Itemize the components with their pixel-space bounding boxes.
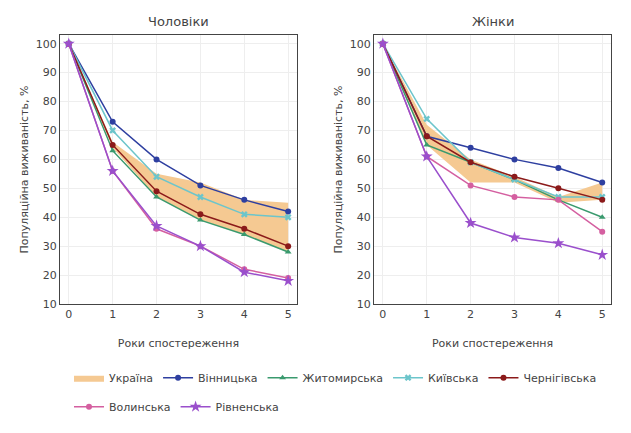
svg-text:Чоловіки: Чоловіки xyxy=(148,14,209,29)
svg-text:20: 20 xyxy=(357,269,371,282)
svg-text:0: 0 xyxy=(65,308,72,321)
svg-text:Вінницька: Вінницька xyxy=(198,372,258,385)
svg-text:30: 30 xyxy=(43,240,57,253)
svg-text:100: 100 xyxy=(350,38,371,51)
svg-text:4: 4 xyxy=(241,308,248,321)
svg-text:2: 2 xyxy=(153,308,160,321)
svg-text:Роки спостереження: Роки спостереження xyxy=(432,337,553,350)
svg-text:70: 70 xyxy=(357,124,371,137)
svg-text:60: 60 xyxy=(357,153,371,166)
svg-text:5: 5 xyxy=(599,308,606,321)
svg-text:Роки спостереження: Роки спостереження xyxy=(118,337,239,350)
svg-text:50: 50 xyxy=(357,182,371,195)
svg-text:90: 90 xyxy=(357,66,371,79)
svg-text:80: 80 xyxy=(43,95,57,108)
svg-text:Популяційна виживаність, %: Популяційна виживаність, % xyxy=(332,85,345,253)
svg-text:Жінки: Жінки xyxy=(472,14,514,29)
svg-text:0: 0 xyxy=(379,308,386,321)
svg-text:Україна: Україна xyxy=(109,372,153,385)
svg-text:Рівненська: Рівненська xyxy=(216,401,279,414)
svg-text:5: 5 xyxy=(285,308,292,321)
svg-text:60: 60 xyxy=(43,153,57,166)
svg-text:90: 90 xyxy=(43,66,57,79)
svg-text:3: 3 xyxy=(511,308,518,321)
svg-text:50: 50 xyxy=(43,182,57,195)
svg-text:30: 30 xyxy=(357,240,371,253)
svg-text:Чернігівська: Чернігівська xyxy=(523,372,596,385)
svg-text:2: 2 xyxy=(467,308,474,321)
svg-text:1: 1 xyxy=(423,308,430,321)
svg-text:Житомирська: Житомирська xyxy=(303,372,383,385)
svg-text:40: 40 xyxy=(357,211,371,224)
svg-text:Київська: Київська xyxy=(428,372,478,385)
svg-text:1: 1 xyxy=(109,308,116,321)
svg-text:10: 10 xyxy=(43,298,57,311)
svg-text:100: 100 xyxy=(36,38,57,51)
svg-text:20: 20 xyxy=(43,269,57,282)
svg-text:3: 3 xyxy=(197,308,204,321)
svg-text:40: 40 xyxy=(43,211,57,224)
svg-text:70: 70 xyxy=(43,124,57,137)
svg-text:4: 4 xyxy=(555,308,562,321)
svg-text:Волинська: Волинська xyxy=(109,401,171,414)
svg-text:Популяційна виживаність, %: Популяційна виживаність, % xyxy=(18,85,31,253)
svg-text:10: 10 xyxy=(357,298,371,311)
svg-text:80: 80 xyxy=(357,95,371,108)
